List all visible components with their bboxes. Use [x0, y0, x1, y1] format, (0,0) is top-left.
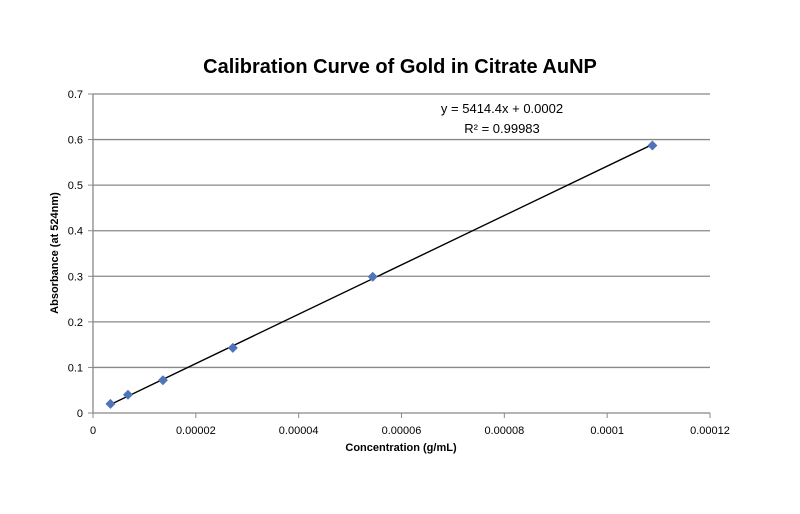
x-tick-label: 0.00002 — [176, 425, 216, 437]
data-point — [367, 271, 378, 282]
y-tick-label: 0.6 — [68, 135, 83, 147]
y-tick-label: 0.3 — [68, 271, 83, 283]
y-tick-label: 0.4 — [68, 226, 83, 238]
chart-title: Calibration Curve of Gold in Citrate AuN… — [203, 56, 597, 78]
y-tick-label: 0.5 — [68, 180, 83, 192]
y-tick-label: 0.2 — [68, 317, 83, 329]
data-point — [647, 140, 658, 151]
y-tick-label: 0.7 — [68, 89, 83, 101]
x-tick-label: 0.00006 — [382, 425, 422, 437]
data-point — [157, 375, 168, 386]
trendline — [110, 143, 653, 406]
data-point — [105, 398, 116, 409]
x-tick-label: 0.00008 — [484, 425, 524, 437]
y-tick-label: 0 — [77, 408, 83, 420]
x-tick-label: 0.00012 — [690, 425, 730, 437]
x-tick-label: 0 — [90, 425, 96, 437]
y-axis-label: Absorbance (at 524nm) — [49, 192, 61, 314]
x-tick-label: 0.00004 — [279, 425, 319, 437]
r-squared-label: R² = 0.99983 — [464, 121, 540, 136]
x-axis-label: Concentration (g/mL) — [345, 442, 457, 454]
data-point — [227, 342, 238, 353]
x-tick-label: 0.0001 — [590, 425, 624, 437]
y-tick-label: 0.1 — [68, 362, 83, 374]
trendline-equation: y = 5414.4x + 0.0002 — [441, 101, 563, 116]
data-point — [122, 389, 133, 400]
